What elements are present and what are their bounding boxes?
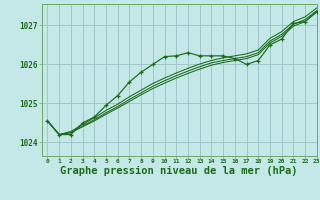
X-axis label: Graphe pression niveau de la mer (hPa): Graphe pression niveau de la mer (hPa): [60, 166, 298, 176]
